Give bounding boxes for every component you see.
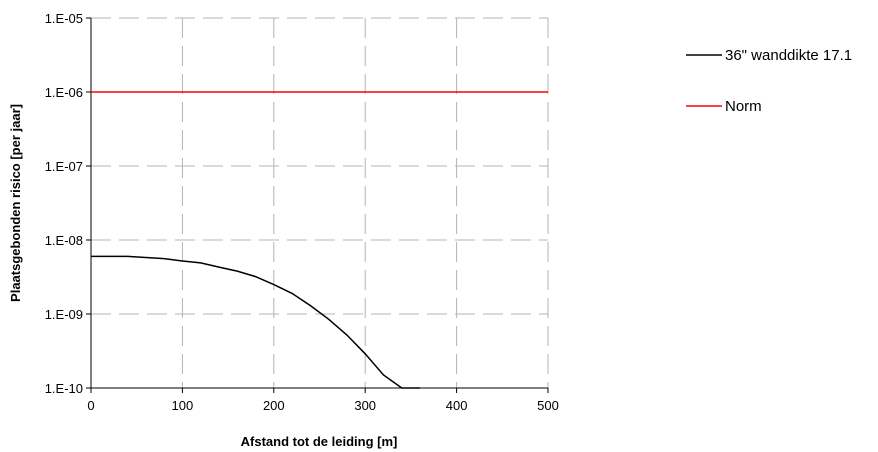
x-axis-label: Afstand tot de leiding [m] <box>241 434 398 449</box>
y-tick-label: 1.E-08 <box>45 233 83 248</box>
y-tick-label: 1.E-06 <box>45 85 83 100</box>
x-tick-label: 400 <box>446 398 468 413</box>
series-line-1 <box>91 255 420 389</box>
y-tick-label: 1.E-07 <box>45 159 83 174</box>
x-tick-label: 500 <box>537 398 559 413</box>
x-tick-label: 200 <box>263 398 285 413</box>
x-tick-label: 100 <box>172 398 194 413</box>
x-tick-label: 300 <box>354 398 376 413</box>
x-tick-label: 0 <box>87 398 94 413</box>
tick-labels: 0 100 200 300 400 500 1.E-05 1.E-06 1.E-07 1.E-08… <box>45 11 559 413</box>
y-tick-label: 1.E-09 <box>45 307 83 322</box>
y-tick-label: 1.E-05 <box>45 11 83 26</box>
legend-label: Norm <box>725 98 762 115</box>
y-tick-label: 1.E-10 <box>45 381 83 396</box>
series-lines <box>91 91 548 389</box>
legend: 36" wanddikte 17.1 Norm <box>686 47 852 115</box>
y-axis-label: Plaatsgebonden risico [per jaar] <box>8 104 23 302</box>
legend-label: 36" wanddikte 17.1 <box>725 47 852 64</box>
grid-lines <box>91 17 549 388</box>
axes <box>90 18 548 389</box>
